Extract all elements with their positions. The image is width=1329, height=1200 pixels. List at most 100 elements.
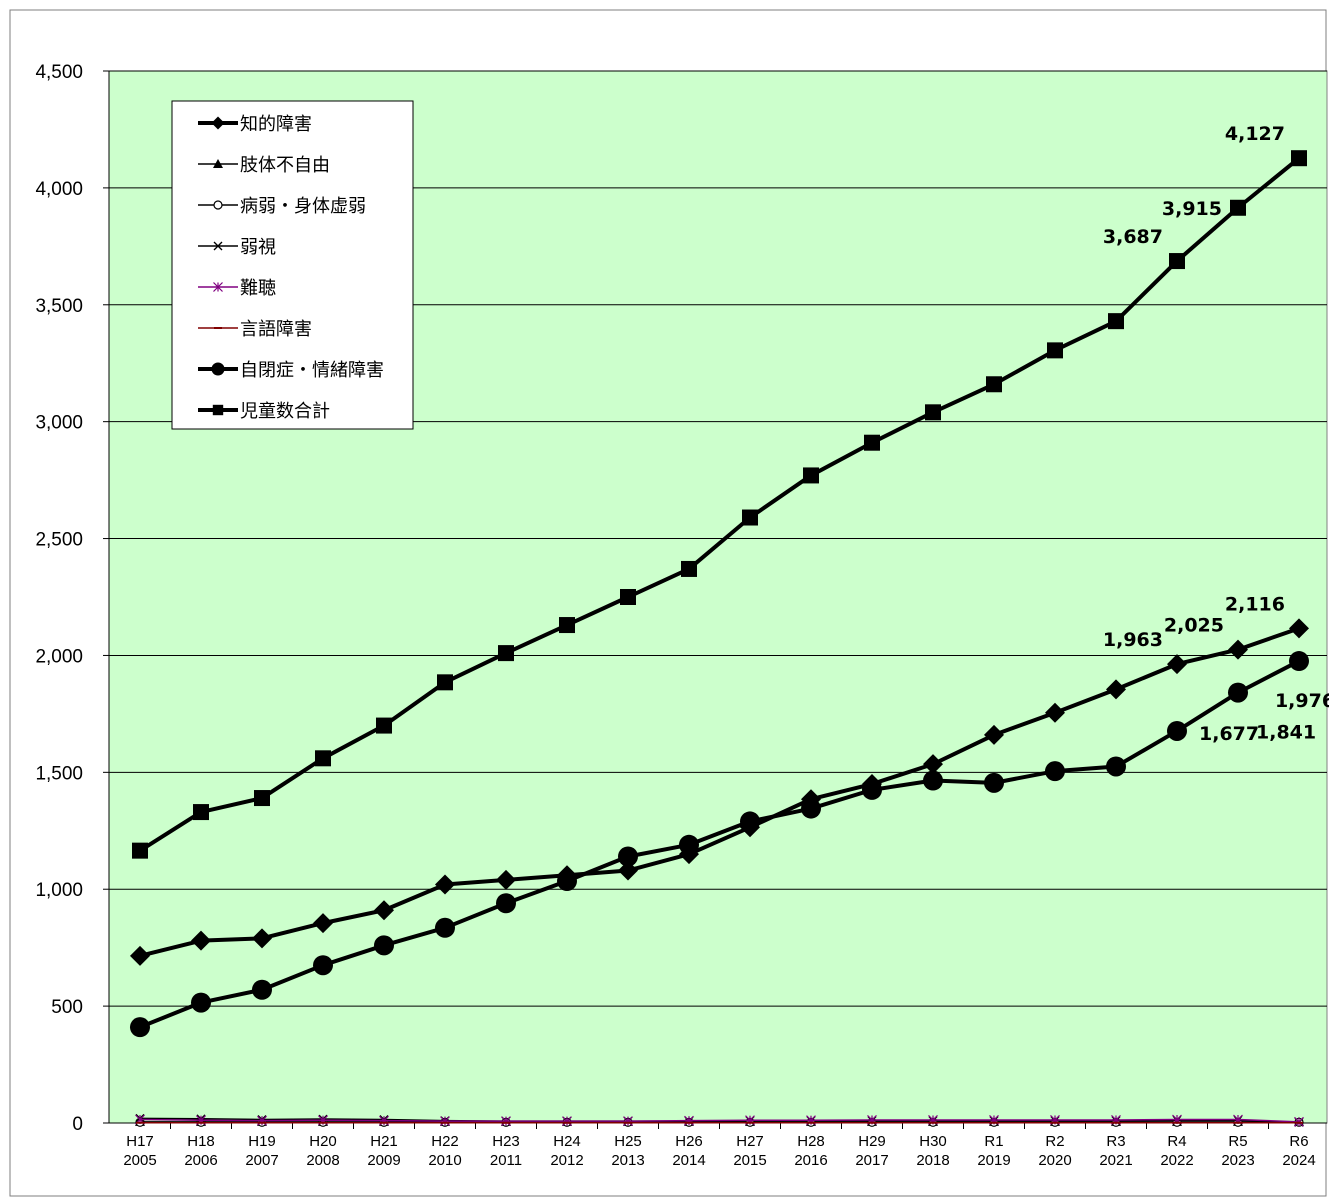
data-point xyxy=(984,724,1004,745)
series-line xyxy=(139,626,1300,958)
data-point xyxy=(1230,199,1246,216)
y-tick-label: 1,500 xyxy=(35,763,83,784)
legend-label: 言語障害 xyxy=(240,319,312,340)
x-tick-label-year: 2009 xyxy=(367,1152,400,1169)
legend-marker xyxy=(211,362,225,376)
data-point xyxy=(623,1116,633,1127)
data-label: 1,677 xyxy=(1199,723,1259,745)
data-point xyxy=(130,1017,150,1038)
legend-marker xyxy=(213,282,223,292)
data-point xyxy=(618,846,638,867)
x-tick-label-year: 2005 xyxy=(123,1152,156,1169)
data-point xyxy=(252,928,272,949)
y-tick-label: 3,500 xyxy=(35,296,83,317)
data-point xyxy=(986,376,1002,393)
data-point xyxy=(435,874,455,895)
x-tick-label-era: H20 xyxy=(309,1133,337,1150)
data-point xyxy=(496,869,516,890)
x-tick-label-era: H21 xyxy=(370,1133,398,1150)
series-line xyxy=(138,156,1301,853)
data-point xyxy=(740,811,760,832)
legend-item: 言語障害 xyxy=(198,319,312,340)
x-tick-label-era: H29 xyxy=(858,1133,886,1150)
y-tick-label: 1,000 xyxy=(35,880,83,901)
y-tick-label: 3,000 xyxy=(35,413,83,434)
y-tick-label: 4,500 xyxy=(35,62,83,83)
x-tick-label-era: R4 xyxy=(1167,1133,1186,1150)
data-label: 3,915 xyxy=(1162,198,1222,220)
data-label: 1,841 xyxy=(1256,722,1316,744)
legend-item: 自閉症・情緒障害 xyxy=(198,360,384,381)
x-tick-label-year: 2017 xyxy=(855,1152,888,1169)
data-label: 2,116 xyxy=(1225,593,1285,615)
x-tick-label-year: 2021 xyxy=(1099,1152,1132,1169)
data-point xyxy=(923,770,943,791)
x-tick-label-era: R2 xyxy=(1045,1133,1064,1150)
x-axis-tick-labels: H17 2005 H18 2006 H19 2007 H20 2008 H21 2009 H22 20… xyxy=(123,1133,1315,1169)
data-point xyxy=(191,992,211,1013)
x-tick-label-year: 2018 xyxy=(916,1152,949,1169)
data-point xyxy=(1045,761,1065,782)
data-point xyxy=(1291,150,1307,167)
x-tick-label-era: H18 xyxy=(187,1133,215,1150)
legend-label: 病弱・身体虚弱 xyxy=(240,196,366,217)
x-tick-label-year: 2023 xyxy=(1221,1152,1254,1169)
data-point xyxy=(679,834,699,855)
series-6 xyxy=(130,651,1309,1038)
data-point xyxy=(557,871,577,892)
data-point xyxy=(559,617,575,634)
x-tick-label-year: 2013 xyxy=(611,1152,644,1169)
legend-label: 弱視 xyxy=(240,237,276,258)
x-tick-label-year: 2016 xyxy=(794,1152,827,1169)
data-point xyxy=(1045,702,1065,723)
x-tick-label-year: 2006 xyxy=(184,1152,217,1169)
data-point xyxy=(681,560,697,577)
y-tick-label: 500 xyxy=(51,997,83,1018)
data-point xyxy=(562,1116,572,1127)
legend-label: 知的障害 xyxy=(240,114,312,135)
data-point xyxy=(501,1116,511,1127)
x-tick-label-year: 2008 xyxy=(306,1152,339,1169)
legend-item: 知的障害 xyxy=(198,114,312,135)
data-label: 1,976 xyxy=(1275,690,1329,712)
y-tick-label: 0 xyxy=(72,1114,83,1135)
x-tick-label-era: H30 xyxy=(919,1133,947,1150)
data-point xyxy=(435,917,455,938)
data-label: 1,963 xyxy=(1103,629,1163,651)
data-point xyxy=(440,1116,450,1127)
legend-label: 肢体不自由 xyxy=(240,155,330,176)
legend-marker xyxy=(213,200,223,210)
data-point xyxy=(130,945,150,966)
data-point xyxy=(376,717,392,734)
legend-marker xyxy=(213,241,223,251)
legend-label: 難聴 xyxy=(240,278,276,299)
x-tick-label-year: 2015 xyxy=(733,1152,766,1169)
data-label: 4,127 xyxy=(1225,123,1285,145)
x-tick-label-year: 2010 xyxy=(428,1152,461,1169)
data-point xyxy=(923,754,943,775)
y-tick-label: 4,000 xyxy=(35,179,83,200)
series-line xyxy=(139,659,1300,1030)
x-tick-label-era: H19 xyxy=(248,1133,276,1150)
data-point xyxy=(313,955,333,976)
data-point xyxy=(193,804,209,821)
data-point xyxy=(252,979,272,1000)
series-line xyxy=(139,1118,1300,1123)
x-tick-label-era: R3 xyxy=(1106,1133,1125,1150)
data-point xyxy=(374,900,394,921)
data-point xyxy=(984,772,1004,793)
data-point xyxy=(1167,720,1187,741)
data-point xyxy=(315,750,331,767)
x-tick-label-year: 2011 xyxy=(490,1152,522,1169)
data-label: 2,025 xyxy=(1164,615,1224,637)
legend-item: 児童数合計 xyxy=(198,401,330,422)
x-tick-label-year: 2014 xyxy=(672,1152,705,1169)
x-tick-label-era: H25 xyxy=(614,1133,642,1150)
x-tick-label-year: 2022 xyxy=(1160,1152,1193,1169)
data-point xyxy=(1169,253,1185,270)
legend-label: 自閉症・情緒障害 xyxy=(240,360,384,381)
x-tick-label-era: H27 xyxy=(736,1133,764,1150)
legend-item: 病弱・身体虚弱 xyxy=(198,196,366,217)
